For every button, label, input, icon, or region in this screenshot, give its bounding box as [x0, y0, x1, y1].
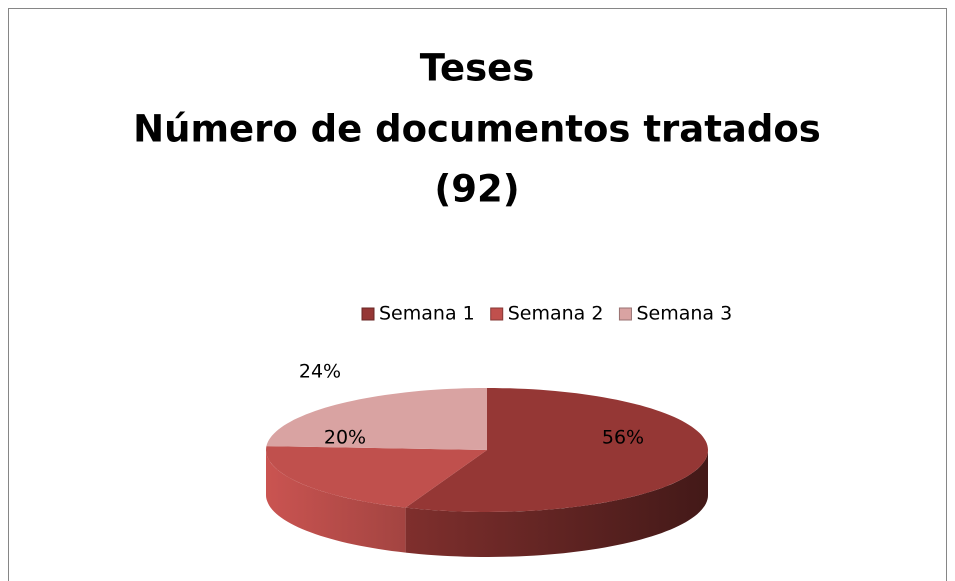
pie-slice — [405, 388, 708, 512]
legend-swatch — [361, 307, 375, 321]
chart-title: Número de documentos tratados — [133, 108, 821, 151]
pie-slice — [266, 446, 487, 508]
legend-label: Semana 2 — [508, 303, 604, 325]
chart-title: (92) — [434, 168, 519, 211]
pie-side — [266, 450, 406, 553]
pie-slice — [266, 388, 487, 450]
legend-swatch — [490, 307, 504, 321]
legend-label: Semana 3 — [636, 303, 732, 325]
chart-title: Teses — [420, 47, 535, 90]
data-label: 56% — [602, 427, 644, 449]
legend-swatch — [618, 307, 632, 321]
legend-label: Semana 1 — [379, 303, 475, 325]
data-label: 20% — [324, 427, 366, 449]
data-label: 24% — [299, 361, 341, 383]
pie-side — [405, 450, 708, 557]
